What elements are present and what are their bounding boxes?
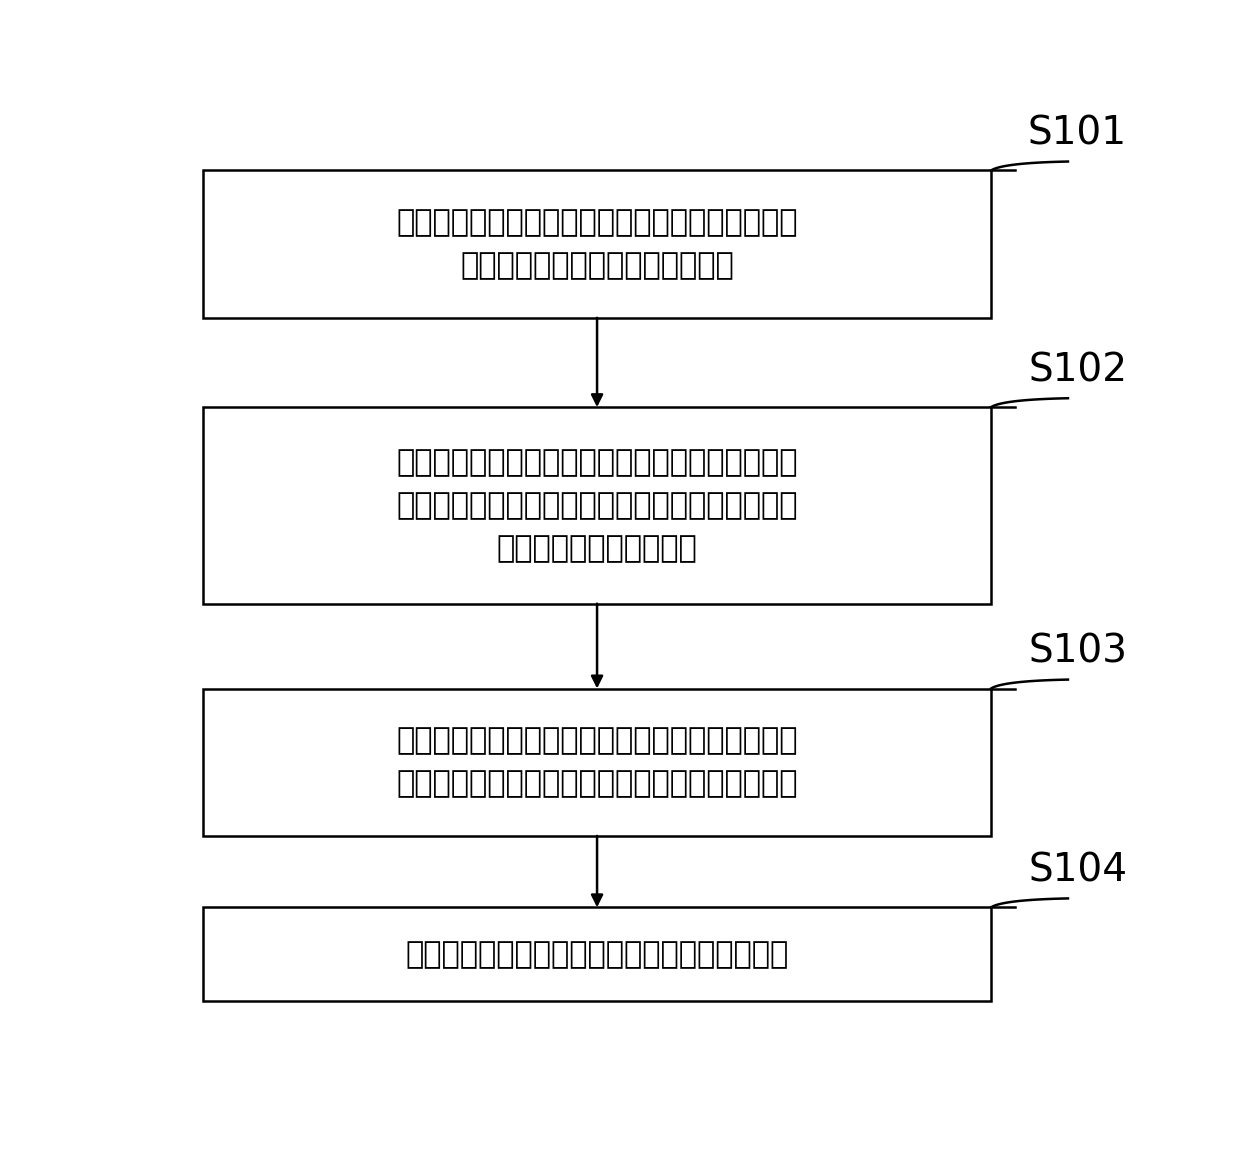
FancyBboxPatch shape [203,689,991,836]
FancyBboxPatch shape [203,907,991,1001]
Text: 将检测目标的体表温度和检测目标所处环境的环境
温度代入算法公式，获取检测目标的人体核心温度: 将检测目标的体表温度和检测目标所处环境的环境 温度代入算法公式，获取检测目标的人… [397,726,797,798]
FancyBboxPatch shape [203,407,991,603]
Text: S101: S101 [1028,115,1127,153]
Text: S104: S104 [1028,851,1127,890]
FancyBboxPatch shape [203,171,991,318]
Text: 发送检测目标的人体核心温度至医疗看护服务器: 发送检测目标的人体核心温度至医疗看护服务器 [405,940,789,969]
Text: S103: S103 [1028,632,1127,670]
Text: S102: S102 [1028,351,1127,390]
Text: 通过设置于云台上的摄像头采集图像，识别检测目
标和所述检测目标的人体裸露部位: 通过设置于云台上的摄像头采集图像，识别检测目 标和所述检测目标的人体裸露部位 [397,209,797,280]
Text: 响应人体裸露部位的短波红外线和检测目标所处环
境的短波红外线，检测检测目标的体表温度和检测
目标所处环境的环境温度: 响应人体裸露部位的短波红外线和检测目标所处环 境的短波红外线，检测检测目标的体表… [397,448,797,563]
